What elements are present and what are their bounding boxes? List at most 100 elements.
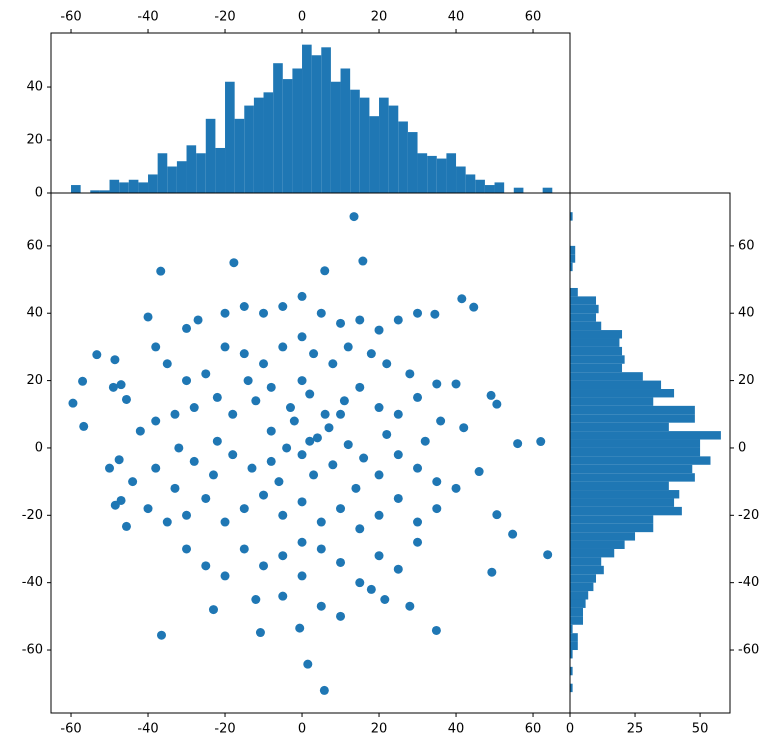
- scatter-point: [336, 611, 346, 621]
- scatter-point: [259, 308, 269, 318]
- histogram-bar: [570, 683, 573, 693]
- histogram-bar: [302, 44, 312, 194]
- scatter-point: [305, 436, 315, 446]
- x-tick-label: 20: [371, 722, 388, 737]
- histogram-bar: [513, 187, 524, 193]
- x-tick-label: -60: [60, 10, 81, 25]
- histogram-bar: [234, 118, 245, 193]
- scatter-point: [312, 433, 322, 443]
- scatter-point: [201, 493, 211, 503]
- histogram-bar: [407, 132, 418, 193]
- scatter-point: [420, 436, 430, 446]
- scatter-point: [135, 426, 145, 436]
- histogram-bar: [570, 548, 615, 558]
- scatter-point: [151, 416, 161, 426]
- scatter-point: [156, 630, 166, 640]
- histogram-bar: [167, 166, 177, 193]
- scatter-point: [359, 453, 369, 463]
- scatter-point: [320, 266, 330, 276]
- y-tick-label: 40: [738, 306, 755, 321]
- histogram-bar: [570, 565, 604, 575]
- histogram-bar: [570, 607, 584, 617]
- scatter-point: [366, 349, 376, 359]
- scatter-point: [255, 628, 265, 638]
- histogram-bar: [570, 641, 578, 651]
- scatter-point: [431, 625, 441, 635]
- scatter-point: [247, 463, 257, 473]
- x-tick-label: 25: [627, 722, 644, 737]
- x-tick-label: 60: [525, 10, 542, 25]
- scatter-point: [278, 301, 288, 311]
- scatter-point: [251, 595, 261, 605]
- scatter-point: [469, 302, 479, 312]
- histogram-bar: [427, 155, 437, 193]
- histogram-bar: [570, 346, 623, 356]
- histogram-bar: [570, 304, 599, 314]
- scatter-point: [128, 477, 138, 487]
- scatter-point: [413, 392, 423, 402]
- scatter-point: [413, 308, 423, 318]
- scatter-point: [316, 601, 326, 611]
- scatter-point: [289, 416, 299, 426]
- scatter-point: [143, 312, 153, 322]
- histogram-bar: [570, 582, 594, 592]
- x-tick-label: 50: [692, 722, 709, 737]
- scatter-point: [220, 308, 230, 318]
- histogram-bar: [570, 372, 643, 381]
- scatter-point: [266, 456, 276, 466]
- histogram-bar: [215, 147, 226, 193]
- histogram-bar: [379, 97, 389, 193]
- scatter-point: [316, 308, 326, 318]
- histogram-bar: [128, 179, 139, 193]
- histogram-bar: [570, 599, 586, 608]
- scatter-point: [374, 325, 384, 335]
- scatter-point: [513, 439, 523, 449]
- histogram-bar: [570, 473, 695, 482]
- histogram-bar: [244, 105, 254, 193]
- histogram-bar: [138, 182, 149, 193]
- scatter-point: [343, 440, 353, 450]
- scatter-point: [336, 318, 346, 328]
- histogram-bar: [186, 145, 197, 193]
- scatter-point: [380, 595, 390, 605]
- histogram-bar: [570, 245, 576, 255]
- scatter-point: [220, 342, 230, 352]
- scatter-point: [393, 315, 403, 325]
- scatter-point: [319, 685, 329, 695]
- scatter-point: [193, 315, 203, 325]
- scatter-point: [393, 493, 403, 503]
- scatter-point: [459, 423, 469, 433]
- scatter-point: [451, 379, 461, 389]
- x-tick-label: 0: [298, 722, 306, 737]
- scatter-point: [382, 359, 392, 369]
- scatter-point: [297, 497, 307, 507]
- y-tick-label: -20: [22, 508, 43, 523]
- x-tick-label: -20: [214, 722, 235, 737]
- scatter-point: [355, 382, 365, 392]
- y-tick-label: 60: [26, 238, 43, 253]
- y-tick-label: 40: [26, 80, 43, 95]
- histogram-bar: [494, 182, 505, 193]
- scatter-point: [229, 258, 239, 268]
- histogram-bar: [340, 68, 351, 193]
- scatter-point: [182, 544, 192, 554]
- scatter-point: [430, 309, 440, 319]
- x-tick-label: 40: [448, 722, 465, 737]
- scatter-point: [382, 429, 392, 439]
- y-tick-label: -60: [738, 643, 759, 658]
- histogram-bar: [119, 182, 129, 193]
- histogram-bar: [282, 79, 293, 193]
- scatter-point: [220, 517, 230, 527]
- y-tick-label: -60: [22, 643, 43, 658]
- scatter-point: [208, 470, 218, 480]
- scatter-point: [316, 517, 326, 527]
- x-tick-label: -40: [137, 722, 158, 737]
- scatter-point: [374, 551, 384, 561]
- scatter-point: [278, 591, 288, 601]
- histogram-bar: [570, 431, 721, 440]
- scatter-point: [351, 483, 361, 493]
- scatter-point: [156, 266, 166, 276]
- y-tick-label: -40: [22, 575, 43, 590]
- histogram-bar: [570, 506, 682, 516]
- scatter-point: [220, 571, 230, 581]
